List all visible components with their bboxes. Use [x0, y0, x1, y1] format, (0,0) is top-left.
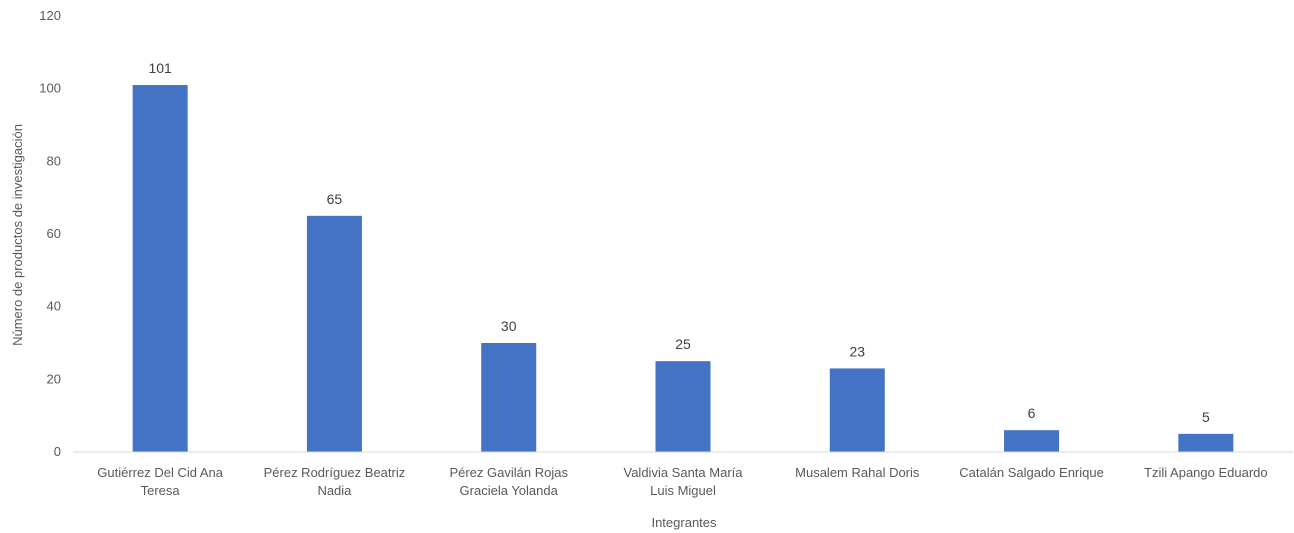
- bar: [132, 85, 188, 453]
- y-tick-label: 80: [47, 153, 61, 168]
- y-tick-label: 100: [39, 81, 61, 96]
- data-label: 101: [148, 60, 172, 76]
- x-tick-label: Catalán Salgado Enrique: [959, 465, 1104, 480]
- bars: [132, 85, 1234, 453]
- bar: [1004, 430, 1060, 452]
- bar: [1178, 433, 1234, 452]
- bar: [481, 343, 537, 452]
- x-axis: Gutiérrez Del Cid Ana Teresa Pérez Rodrígu…: [73, 451, 1293, 498]
- x-tick-label: Pérez Gavilán Rojas Graciela Yolanda: [449, 465, 568, 498]
- y-tick-label: 60: [47, 226, 61, 241]
- x-axis-title: Integrantes: [651, 515, 717, 530]
- x-tick-label: Musalem Rahal Doris: [795, 465, 920, 480]
- data-label: 23: [849, 343, 865, 359]
- data-label: 65: [327, 191, 343, 207]
- y-tick-label: 40: [47, 299, 61, 314]
- data-label: 30: [501, 318, 517, 334]
- y-tick-label: 20: [47, 371, 61, 386]
- x-tick-label: Tzili Apango Eduardo: [1144, 465, 1268, 480]
- bar: [829, 368, 885, 452]
- y-axis: 0 20 40 60 80 100 120: [39, 8, 61, 459]
- y-axis-title: Número de productos de investigación: [10, 124, 25, 346]
- data-label: 25: [675, 336, 691, 352]
- data-label: 6: [1028, 405, 1036, 421]
- y-tick-label: 0: [54, 444, 61, 459]
- x-tick-label: Pérez Rodríguez Beatriz Nadia: [264, 465, 406, 498]
- bar: [306, 215, 362, 452]
- bar: [655, 361, 711, 452]
- data-label: 5: [1202, 409, 1210, 425]
- x-tick-label: Valdivia Santa María Luis Miguel: [624, 465, 744, 498]
- x-tick-label: Gutiérrez Del Cid Ana Teresa: [97, 465, 223, 498]
- y-tick-label: 120: [39, 8, 61, 23]
